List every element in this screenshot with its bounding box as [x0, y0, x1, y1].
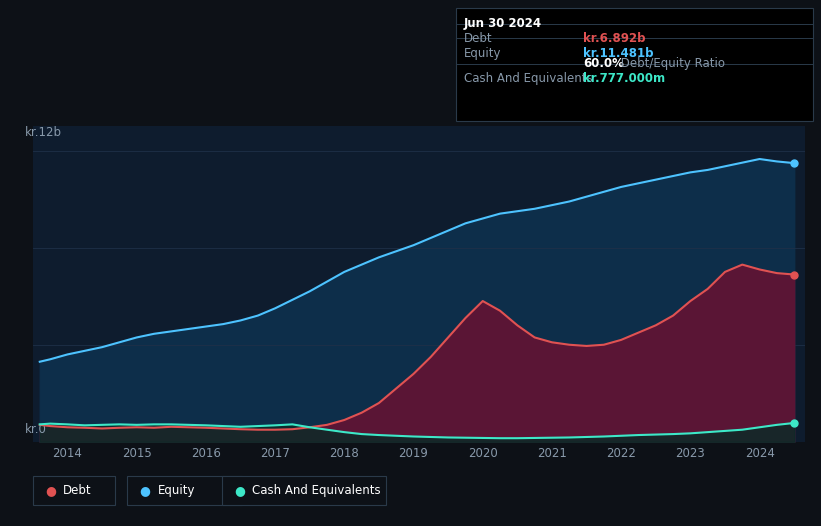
Text: kr.11.481b: kr.11.481b: [583, 47, 654, 60]
Text: ●: ●: [45, 484, 56, 497]
Text: Debt: Debt: [63, 484, 92, 497]
Text: Equity: Equity: [464, 47, 502, 60]
Text: kr.6.892b: kr.6.892b: [583, 32, 645, 45]
Text: Debt/Equity Ratio: Debt/Equity Ratio: [617, 57, 726, 70]
Text: kr.0: kr.0: [25, 422, 47, 436]
Text: 60.0%: 60.0%: [583, 57, 624, 70]
Text: Cash And Equivalents: Cash And Equivalents: [464, 72, 593, 85]
Text: kr.777.000m: kr.777.000m: [583, 72, 665, 85]
Text: ●: ●: [140, 484, 150, 497]
Text: Jun 30 2024: Jun 30 2024: [464, 17, 542, 31]
Text: ●: ●: [234, 484, 245, 497]
Text: Debt: Debt: [464, 32, 493, 45]
Text: kr.12b: kr.12b: [25, 126, 62, 139]
Text: Equity: Equity: [158, 484, 195, 497]
Text: Cash And Equivalents: Cash And Equivalents: [252, 484, 381, 497]
